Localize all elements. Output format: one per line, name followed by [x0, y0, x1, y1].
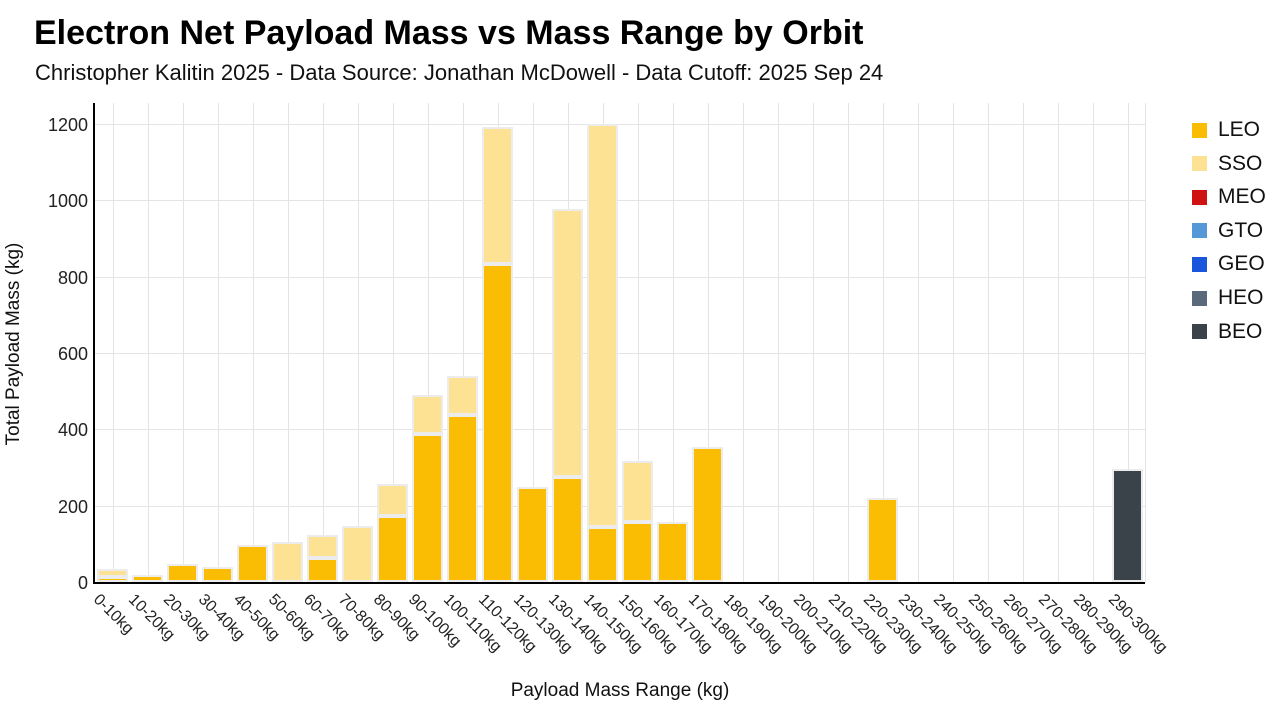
bar-segment-20-30kg-LEO[interactable]	[167, 564, 198, 582]
bar-segment-150-160kg-SSO[interactable]	[622, 461, 653, 523]
y-axis-line	[93, 103, 95, 584]
bar-segment-130-140kg-LEO[interactable]	[552, 477, 583, 582]
bar-segment-290-300kg-BEO[interactable]	[1112, 468, 1143, 582]
legend-item-SSO[interactable]: SSO	[1192, 152, 1262, 176]
legend-item-HEO[interactable]: HEO	[1192, 286, 1264, 310]
y-axis-tick-label: 200	[57, 496, 88, 517]
legend-label: LEO	[1218, 118, 1261, 141]
bar-segment-130-140kg-SSO[interactable]	[552, 209, 583, 478]
chart-subtitle: Christopher Kalitin 2025 - Data Source: …	[35, 60, 884, 85]
bar-segment-80-90kg-SSO[interactable]	[377, 484, 408, 517]
chart-title: Electron Net Payload Mass vs Mass Range …	[34, 14, 864, 52]
gridline-vertical	[812, 103, 814, 582]
legend-swatch-MEO	[1192, 189, 1207, 205]
legend-item-MEO[interactable]: MEO	[1192, 185, 1266, 209]
gridline-vertical	[1057, 103, 1059, 582]
bar-segment-140-150kg-SSO[interactable]	[587, 124, 618, 527]
gridline-vertical	[987, 103, 989, 582]
gridline-vertical	[707, 103, 709, 582]
legend-swatch-GEO	[1192, 256, 1207, 272]
bar-segment-220-230kg-LEO[interactable]	[867, 497, 898, 582]
gridline-vertical	[742, 103, 744, 582]
bar-segment-150-160kg-LEO[interactable]	[622, 522, 653, 582]
legend-label: HEO	[1218, 286, 1264, 309]
gridline-vertical	[147, 103, 149, 582]
bar-segment-100-110kg-SSO[interactable]	[447, 375, 478, 416]
bar-segment-90-100kg-SSO[interactable]	[412, 395, 443, 434]
gridline-vertical	[392, 103, 394, 582]
gridline-vertical	[217, 103, 219, 582]
legend-swatch-GTO	[1192, 223, 1207, 239]
gridline-horizontal	[95, 276, 1145, 278]
gridline-vertical	[952, 103, 954, 582]
bar-segment-110-120kg-SSO[interactable]	[482, 127, 513, 265]
gridline-vertical	[427, 103, 429, 582]
bar-segment-170-180kg-LEO[interactable]	[692, 446, 723, 582]
legend-swatch-HEO	[1192, 290, 1207, 306]
legend-label: SSO	[1218, 151, 1263, 175]
gridline-vertical	[112, 103, 114, 582]
legend-item-BEO[interactable]: BEO	[1192, 320, 1262, 344]
gridline-horizontal	[95, 353, 1145, 354]
bar-segment-60-70kg-LEO[interactable]	[307, 558, 338, 582]
legend-swatch-LEO	[1192, 122, 1207, 138]
legend-item-LEO[interactable]: LEO	[1192, 118, 1260, 142]
y-axis-tick-label: 1200	[47, 115, 88, 135]
y-axis-tick-label: 800	[57, 267, 88, 288]
y-axis-tick-label: 1000	[47, 191, 88, 212]
bar-segment-40-50kg-LEO[interactable]	[237, 544, 268, 582]
bar-segment-80-90kg-LEO[interactable]	[377, 516, 408, 582]
bar-segment-0-10kg-SSO[interactable]	[97, 569, 128, 577]
gridline-vertical	[532, 103, 534, 582]
bar-segment-110-120kg-LEO[interactable]	[482, 264, 513, 582]
legend-item-GEO[interactable]: GEO	[1192, 252, 1265, 276]
bar-segment-0-10kg-LEO[interactable]	[97, 576, 128, 582]
gridline-horizontal	[95, 505, 1145, 507]
gridline-vertical	[1127, 103, 1129, 582]
bar-segment-140-150kg-LEO[interactable]	[587, 526, 618, 582]
gridline-horizontal	[95, 124, 1145, 125]
x-axis-title: Payload Mass Range (kg)	[510, 680, 730, 701]
y-axis-tick-label: 600	[57, 344, 88, 364]
gridline-vertical	[1022, 103, 1024, 582]
y-axis-title: Total Payload Mass (kg)	[3, 242, 24, 446]
bar-segment-90-100kg-LEO[interactable]	[412, 433, 443, 582]
legend-swatch-BEO	[1192, 324, 1207, 340]
gridline-horizontal	[95, 429, 1145, 431]
gridline-vertical	[287, 103, 289, 582]
legend-label: BEO	[1218, 319, 1263, 343]
gridline-vertical	[1145, 103, 1146, 582]
bar-segment-10-20kg-LEO[interactable]	[132, 575, 163, 582]
gridline-vertical	[357, 103, 359, 582]
gridline-horizontal	[95, 200, 1145, 202]
gridline-vertical	[917, 103, 919, 582]
x-axis-line	[93, 582, 1145, 584]
bar-segment-60-70kg-SSO[interactable]	[307, 535, 338, 559]
y-axis-tick-label: 400	[57, 420, 88, 441]
bar-segment-70-80kg-SSO[interactable]	[342, 525, 373, 582]
bar-segment-160-170kg-LEO[interactable]	[657, 522, 688, 582]
legend-label: MEO	[1218, 185, 1266, 209]
bar-segment-50-60kg-SSO[interactable]	[272, 542, 303, 582]
gridline-vertical	[462, 103, 464, 582]
gridline-vertical	[637, 103, 639, 582]
bar-segment-30-40kg-LEO[interactable]	[202, 567, 233, 582]
gridline-vertical	[777, 103, 779, 582]
legend-label: GTO	[1218, 218, 1264, 242]
gridline-vertical	[672, 103, 674, 582]
legend-item-GTO[interactable]: GTO	[1192, 219, 1263, 243]
y-axis-tick-label: 0	[77, 573, 88, 593]
gridline-vertical	[882, 103, 884, 582]
legend-label: GEO	[1218, 252, 1265, 276]
gridline-vertical	[182, 103, 184, 582]
legend-swatch-SSO	[1192, 156, 1207, 172]
gridline-vertical	[847, 103, 849, 582]
bar-segment-120-130kg-LEO[interactable]	[517, 487, 548, 582]
gridline-vertical	[252, 103, 254, 582]
gridline-vertical	[322, 103, 324, 582]
bar-segment-100-110kg-LEO[interactable]	[447, 415, 478, 582]
gridline-vertical	[1092, 103, 1094, 582]
